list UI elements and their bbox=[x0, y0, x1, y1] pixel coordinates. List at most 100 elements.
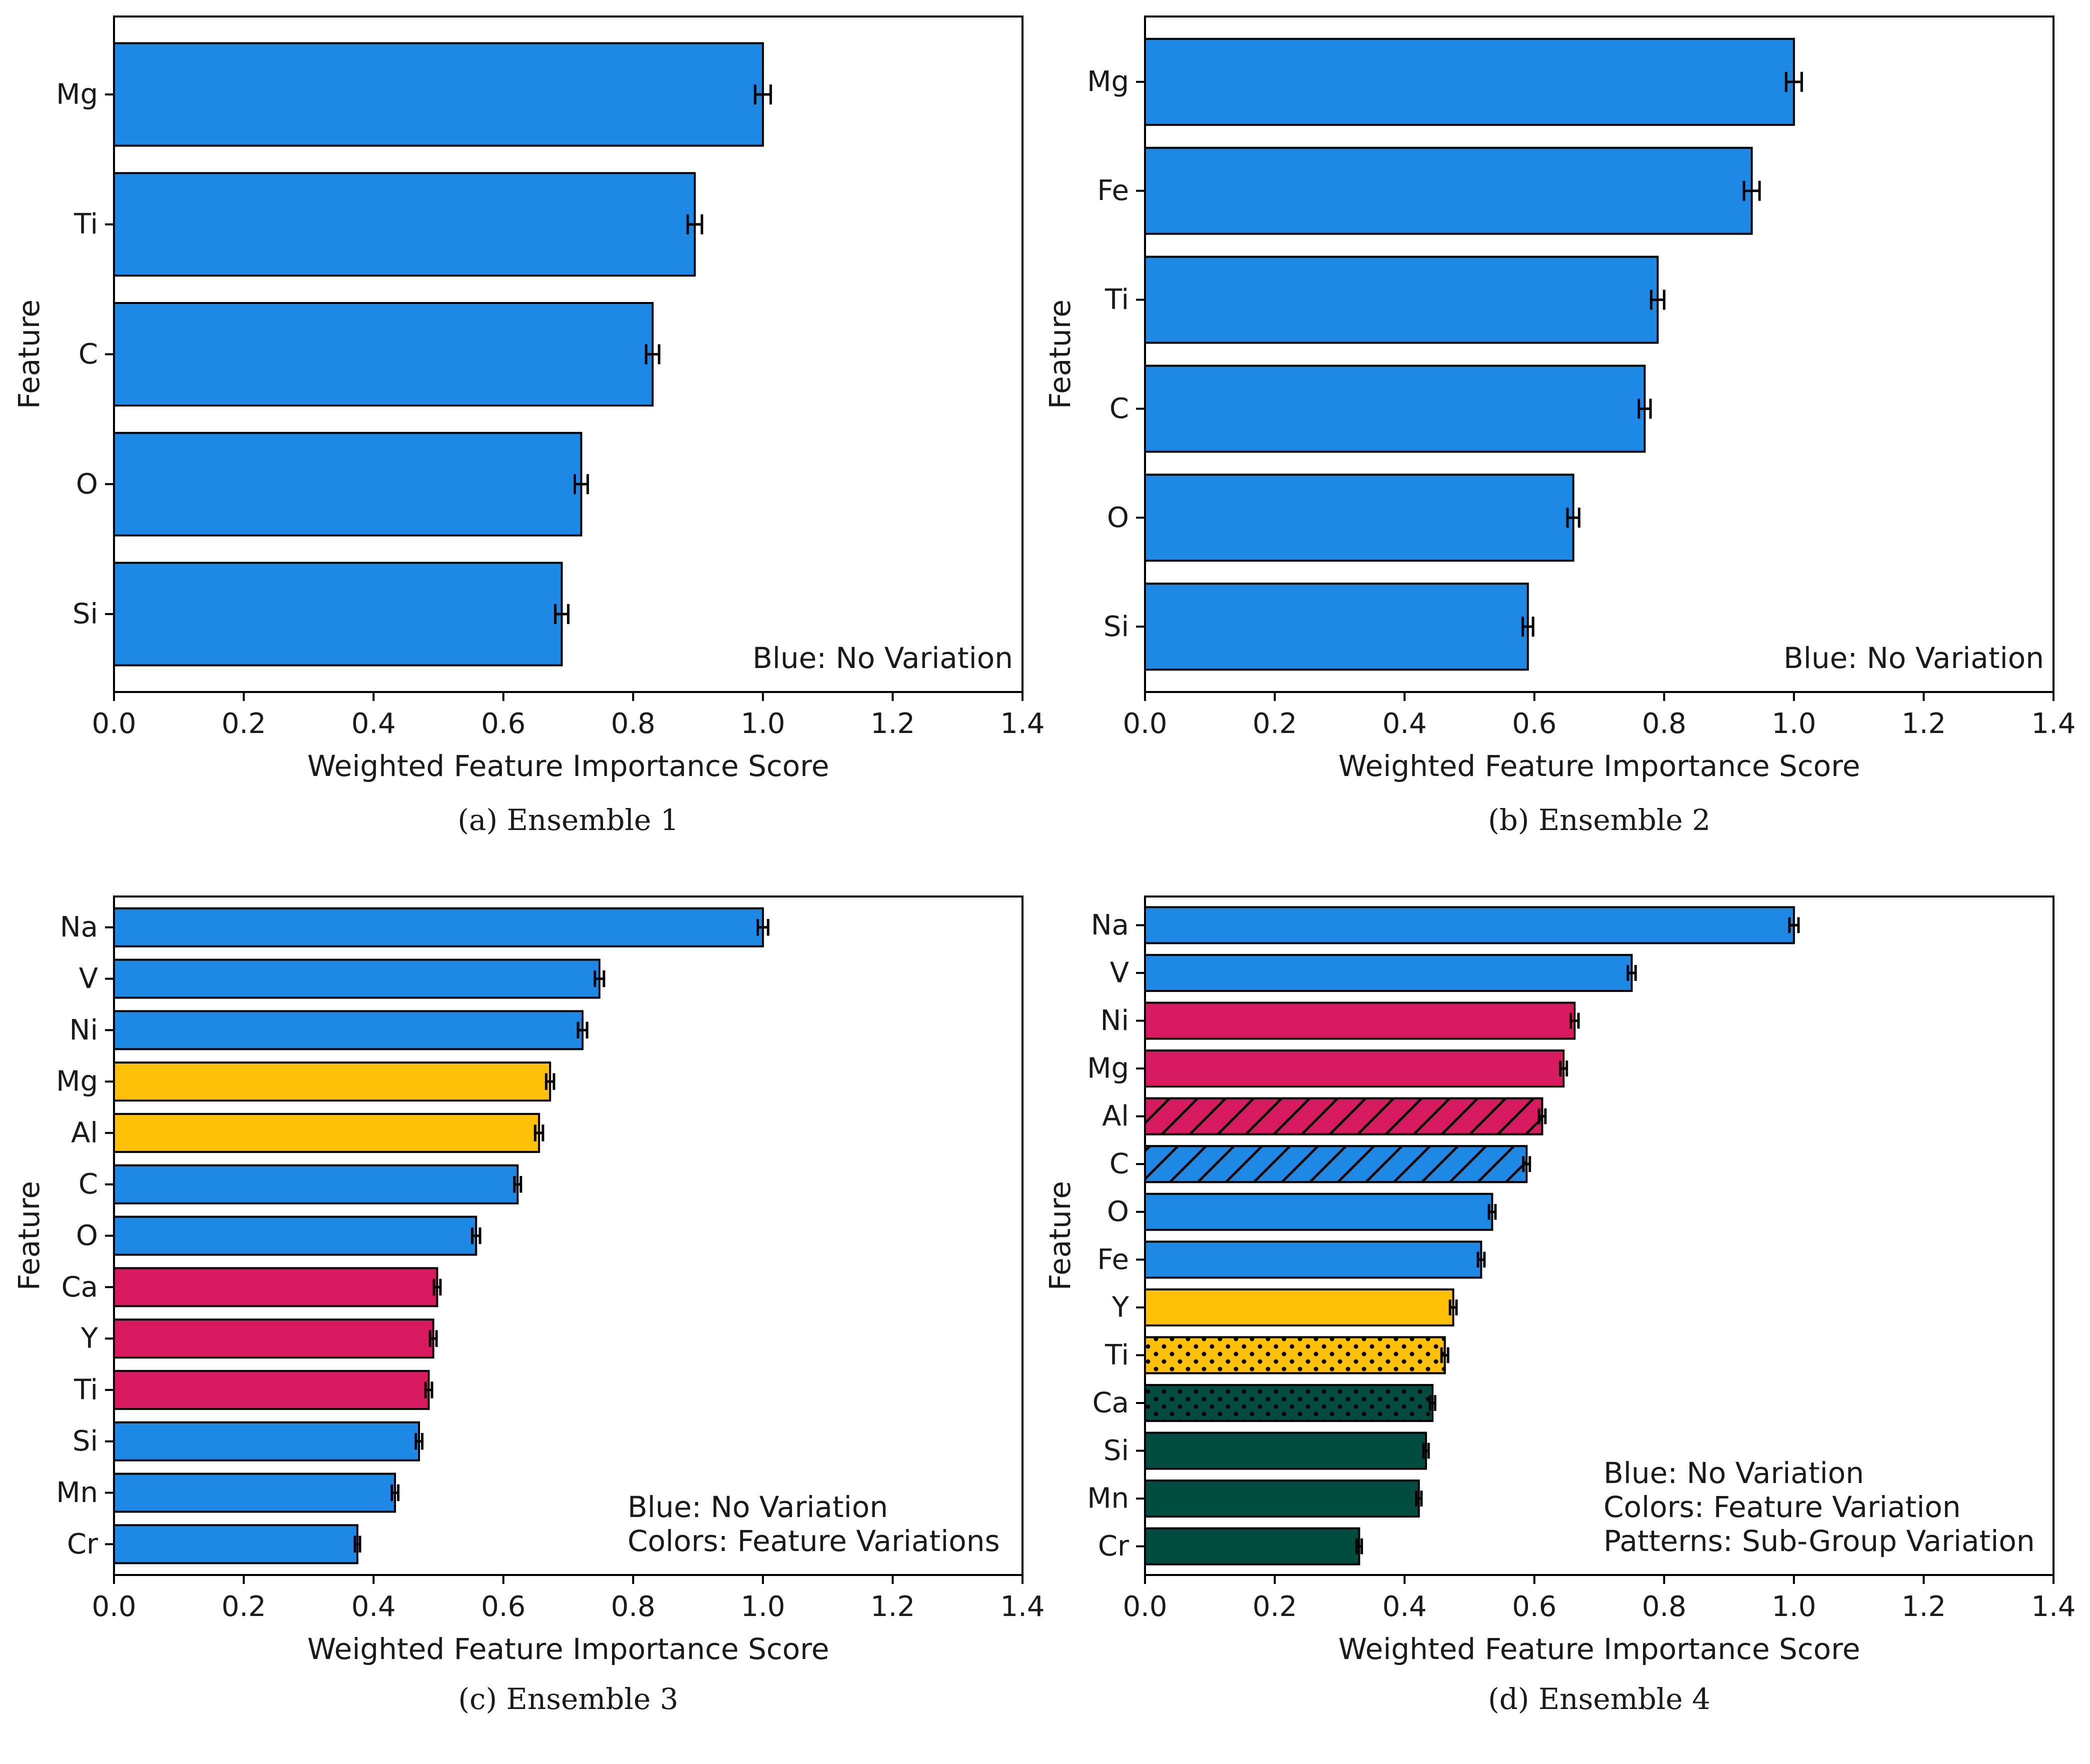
panel-2: Mg Fe Ti C O Si 0.0 0.2 0.4 0.6 0.8 1.0 1.2 1.4 Weight… bbox=[1043, 16, 2076, 837]
error-bar-mg bbox=[1559, 1060, 1568, 1076]
x-tick-label: 1.4 bbox=[1000, 708, 1044, 740]
x-tick-label: 1.0 bbox=[1772, 708, 1816, 740]
bar-pattern-ca bbox=[1144, 1384, 1434, 1422]
bar-ti bbox=[113, 1370, 430, 1410]
x-tick-label: 0.8 bbox=[1642, 1590, 1686, 1623]
x-tick-label: 0.6 bbox=[1512, 1590, 1556, 1623]
legend-entry: Blue: No Variation bbox=[628, 1490, 888, 1524]
error-bar-c bbox=[644, 344, 660, 364]
legend-entry: Blue: No Variation bbox=[1784, 641, 2044, 675]
error-bar-na bbox=[756, 918, 770, 936]
x-tick-label: 0.0 bbox=[1122, 708, 1167, 740]
error-bar-v bbox=[1626, 965, 1637, 981]
y-tick-label-o: O bbox=[76, 1220, 98, 1252]
error-bar-v bbox=[594, 970, 606, 988]
error-bar-fe bbox=[1742, 180, 1761, 201]
x-tick-label: 1.2 bbox=[1902, 708, 1946, 740]
x-axis-label: Weighted Feature Importance Score bbox=[1338, 749, 1860, 783]
y-tick-label-al: Al bbox=[71, 1116, 98, 1149]
bar-mg bbox=[1144, 38, 1795, 126]
error-bar-c bbox=[1638, 398, 1652, 419]
bar-y bbox=[113, 1318, 434, 1359]
x-tick-label: 0.6 bbox=[481, 1590, 526, 1623]
bar-v bbox=[1144, 954, 1633, 992]
x-tick-label: 0.6 bbox=[1512, 708, 1556, 740]
bar-al bbox=[113, 1112, 540, 1153]
y-tick-label-ti: Ti bbox=[1104, 284, 1129, 316]
bar-si bbox=[113, 562, 563, 666]
y-tick-label-mg: Mg bbox=[1087, 1052, 1129, 1085]
error-bar-na bbox=[1788, 917, 1800, 934]
bar-fe bbox=[1144, 146, 1753, 235]
x-tick-label: 0.0 bbox=[1122, 1590, 1167, 1623]
y-tick-label-v: V bbox=[79, 962, 98, 995]
panel-3: Na V Ni Mg Al CO Ca Y Ti Si Mn Cr 0.0 0.2 0.4 0.6 0.8 1.0… bbox=[12, 896, 1045, 1716]
error-bar-o bbox=[1488, 1204, 1497, 1220]
bar-o bbox=[1144, 474, 1574, 562]
y-tick-label-fe: Fe bbox=[1097, 174, 1129, 207]
error-bar-ti bbox=[1650, 290, 1666, 310]
error-bar-ca bbox=[432, 1278, 442, 1296]
x-axis-label: Weighted Feature Importance Score bbox=[1338, 1632, 1860, 1666]
x-tick-label: 0.4 bbox=[1382, 1590, 1427, 1623]
error-bar-al bbox=[534, 1124, 544, 1142]
y-axis-label: Feature bbox=[1043, 300, 1077, 409]
y-tick-label-o: O bbox=[1107, 502, 1129, 534]
error-bar-ti bbox=[424, 1382, 434, 1398]
y-tick-label-ni: Ni bbox=[1100, 1004, 1129, 1037]
error-bar-y bbox=[1448, 1300, 1458, 1316]
y-tick-label-mg: Mg bbox=[56, 1066, 98, 1098]
legend-entry: Patterns: Sub-Group Variation bbox=[1604, 1524, 2035, 1558]
bar-mg bbox=[113, 42, 764, 147]
x-axis-label: Weighted Feature Importance Score bbox=[308, 1632, 830, 1666]
error-bar-mg bbox=[1784, 72, 1803, 92]
error-bar-o bbox=[470, 1227, 482, 1244]
x-tick-label: 0.8 bbox=[611, 1590, 656, 1623]
legend-entry: Colors: Feature Variation bbox=[1604, 1490, 1961, 1524]
bar-ni bbox=[1144, 1002, 1576, 1040]
error-bar-si bbox=[1521, 616, 1534, 637]
bar-mg bbox=[1144, 1050, 1565, 1088]
bar-fe bbox=[1144, 1240, 1482, 1279]
x-tick-label: 1.2 bbox=[1902, 1590, 1946, 1623]
bar-na bbox=[1144, 906, 1795, 944]
x-tick-label: 0.0 bbox=[92, 1590, 136, 1623]
bar-pattern-c bbox=[1144, 1145, 1528, 1184]
y-tick-label-c: C bbox=[78, 338, 98, 370]
error-bar-si bbox=[1422, 1442, 1430, 1459]
y-tick-label-y: Y bbox=[1112, 1291, 1130, 1324]
error-bar-cr bbox=[1355, 1538, 1363, 1554]
y-tick-label-ni: Ni bbox=[70, 1014, 98, 1046]
y-tick-label-c: C bbox=[1110, 392, 1129, 425]
y-tick-label-fe: Fe bbox=[1097, 1244, 1129, 1276]
error-bar-fe bbox=[1476, 1252, 1486, 1268]
panel-caption: (b) Ensemble 2 bbox=[1488, 803, 1710, 837]
error-bar-mn bbox=[390, 1484, 400, 1502]
y-tick-label-na: Na bbox=[60, 911, 98, 944]
y-tick-label-ti: Ti bbox=[74, 208, 98, 240]
x-tick-label: 0.0 bbox=[92, 708, 136, 740]
x-tick-label: 0.8 bbox=[611, 708, 656, 740]
error-bar-ti bbox=[686, 214, 704, 234]
error-bar-al bbox=[1538, 1108, 1547, 1124]
x-tick-label: 1.0 bbox=[1772, 1590, 1816, 1623]
panel-4: Na V Ni Mg Al CO Fe Y Ti Ca Si Mn Cr 0.0 0.2 0.4 0.6 0.8 1… bbox=[1043, 896, 2076, 1716]
y-tick-label-cr: Cr bbox=[67, 1528, 98, 1560]
x-tick-label: 0.2 bbox=[222, 1590, 266, 1623]
error-bar-si bbox=[554, 604, 570, 624]
bar-c bbox=[1144, 364, 1646, 453]
plot-frame bbox=[113, 896, 1024, 1576]
y-tick-label-mn: Mn bbox=[1087, 1482, 1129, 1515]
error-bar-cr bbox=[354, 1536, 362, 1553]
legend-entry: Colors: Feature Variations bbox=[628, 1524, 1000, 1558]
x-tick-label: 1.4 bbox=[2031, 708, 2076, 740]
bar-o bbox=[113, 432, 582, 536]
y-axis-label: Feature bbox=[12, 1181, 46, 1290]
y-axis-label: Feature bbox=[12, 300, 46, 409]
error-bar-mg bbox=[754, 84, 772, 104]
y-tick-label-cr: Cr bbox=[1098, 1530, 1130, 1562]
y-tick-label-si: Si bbox=[72, 598, 98, 630]
bar-ni bbox=[113, 1010, 584, 1050]
panel-caption: (d) Ensemble 4 bbox=[1488, 1682, 1710, 1716]
